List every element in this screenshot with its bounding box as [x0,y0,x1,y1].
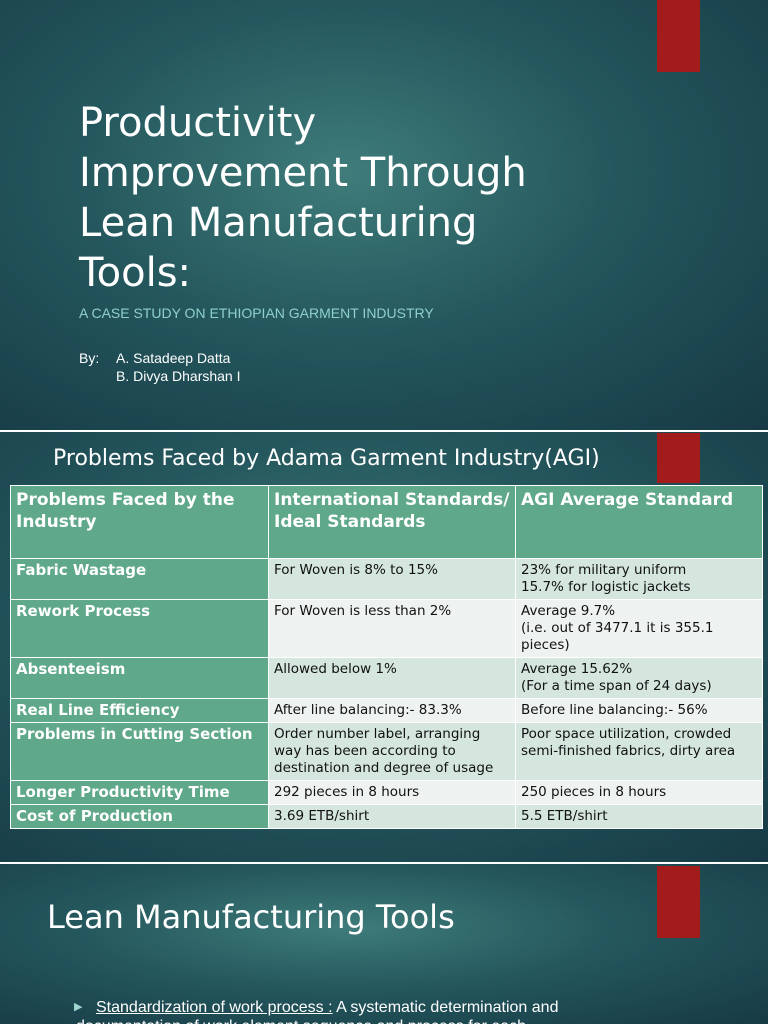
row-header-cell: Cost of Production [10,804,269,829]
slide-title: Lean Manufacturing Tools [47,898,455,936]
row-header-cell: Fabric Wastage [10,558,269,600]
header-cell: International Standards/ Ideal Standards [268,485,516,559]
author: B. Divya Dharshan I [116,368,241,384]
slide-title: Productivity Improvement Through Lean Ma… [79,100,527,296]
table-row: Fabric Wastage For Woven is 8% to 15% 23% … [10,558,763,600]
table-cell: Before line balancing:- 56% [515,698,763,723]
table-row: Real Line Efficiency After line balancing… [10,698,763,723]
table-row: Rework Process For Woven is less than 2% A… [10,599,763,658]
table-cell: 250 pieces in 8 hours [515,780,763,805]
table-row: Longer Productivity Time 292 pieces in 8 … [10,780,763,805]
bullet: ▶ Standardization of work process : A sy… [74,998,636,1036]
slide-title: Problems Faced by Adama Garment Industry… [53,446,600,471]
table-cell: 5.5 ETB/shirt [515,804,763,829]
header-cell: Problems Faced by the Industry [10,485,269,559]
author: A. Satadeep Datta [116,350,231,366]
header-row: Problems Faced by the Industry Internatio… [10,485,763,559]
by-label: By: [79,350,100,366]
table-cell: For Woven is 8% to 15% [268,558,516,600]
table-cell: 23% for military uniform 15.7% for logis… [515,558,763,600]
header-cell: AGI Average Standard [515,485,763,559]
row-header-cell: Real Line Efficiency [10,698,269,723]
subtitle: A CASE STUDY ON ETHIOPIAN GARMENT INDUST… [79,305,434,321]
table-row: Absenteeism Allowed below 1% Average 15.62… [10,657,763,699]
table-row: Problems in Cutting Section Order number … [10,722,763,781]
tools-slide [0,864,768,1024]
table-cell: After line balancing:- 83.3% [268,698,516,723]
table-cell: Poor space utilization, crowded semi-fin… [515,722,763,781]
table-row: Cost of Production 3.69 ETB/shirt 5.5 ETB/… [10,804,763,829]
row-header-cell: Rework Process [10,599,269,658]
table-cell: Allowed below 1% [268,657,516,699]
accent-bar [657,433,700,483]
accent-bar [657,0,700,72]
problems-table: Problems Faced by the Industry Internatio… [10,485,763,829]
row-header-cell: Absenteeism [10,657,269,699]
title-slide: Productivity Improvement Through Lean Ma… [0,0,768,430]
accent-bar [657,866,700,938]
table-cell: 292 pieces in 8 hours [268,780,516,805]
table-cell: 3.69 ETB/shirt [268,804,516,829]
row-header-cell: Longer Productivity Time [10,780,269,805]
table-cell: For Woven is less than 2% [268,599,516,658]
bullet-term: Standardization of work process : [96,999,333,1016]
bullet-marker: ▶ [74,1001,83,1013]
row-header-cell: Problems in Cutting Section [10,722,269,781]
table-cell: Average 9.7% (i.e. out of 3477.1 it is 3… [515,599,763,658]
table-cell: Average 15.62% (For a time span of 24 da… [515,657,763,699]
table-cell: Order number label, arranging way has be… [268,722,516,781]
